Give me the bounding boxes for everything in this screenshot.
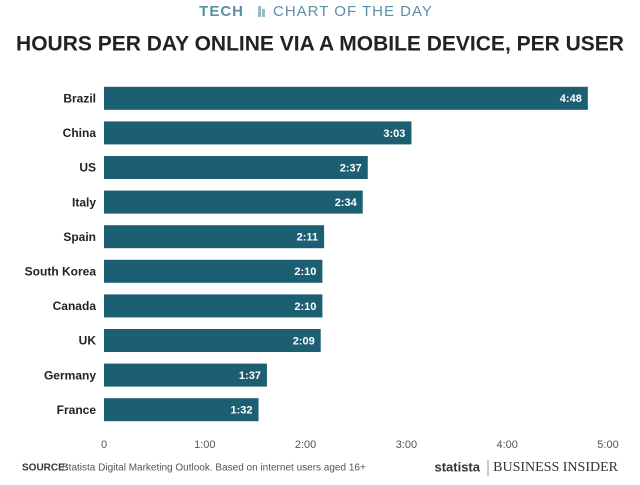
y-tick-label: Canada <box>53 299 97 313</box>
publisher-logo: BUSINESS INSIDER <box>493 460 619 475</box>
x-tick-label: 1:00 <box>194 439 215 451</box>
y-tick-label: China <box>63 126 97 140</box>
x-tick-label: 0 <box>101 439 107 451</box>
bar <box>104 190 363 214</box>
value-label: 2:09 <box>293 335 315 347</box>
y-tick-label: France <box>57 403 97 417</box>
y-tick-label: Spain <box>63 230 96 244</box>
section: CHART OF THE DAY <box>273 3 433 20</box>
value-label: 1:32 <box>231 405 253 417</box>
brand-icon <box>258 6 261 17</box>
value-label: 2:10 <box>294 266 316 278</box>
y-tick-label: Germany <box>44 368 96 382</box>
x-tick-label: 2:00 <box>295 439 316 451</box>
chart-title: HOURS PER DAY ONLINE VIA A MOBILE DEVICE… <box>16 33 624 56</box>
bar <box>104 329 321 352</box>
y-tick-label: Italy <box>72 195 96 209</box>
bar <box>104 121 412 145</box>
y-tick-label: South Korea <box>25 264 97 278</box>
y-tick-label: Brazil <box>63 91 96 105</box>
value-label: 2:34 <box>335 197 358 209</box>
value-label: 1:37 <box>239 370 261 382</box>
value-label: 4:48 <box>560 93 582 105</box>
x-tick-label: 5:00 <box>597 439 618 451</box>
bar <box>104 86 588 110</box>
y-tick-label: US <box>79 161 96 175</box>
x-tick-label: 4:00 <box>496 439 517 451</box>
source-label: SOURCE: <box>22 463 68 474</box>
x-tick-label: 3:00 <box>396 439 417 451</box>
bar <box>104 294 323 318</box>
bar <box>104 363 267 387</box>
bar <box>104 156 368 179</box>
y-tick-label: UK <box>79 334 97 348</box>
value-label: 3:03 <box>383 128 405 140</box>
value-label: 2:37 <box>340 162 362 174</box>
bar <box>104 398 259 422</box>
brand-icon <box>262 9 265 17</box>
value-label: 2:11 <box>297 232 318 244</box>
bar <box>104 259 323 283</box>
value-label: 2:10 <box>294 301 316 313</box>
source: Statista Digital Marketing Outlook. Base… <box>62 463 366 474</box>
brand: TECH <box>199 3 244 20</box>
bar <box>104 225 325 249</box>
partner-logo: statista <box>434 459 480 474</box>
